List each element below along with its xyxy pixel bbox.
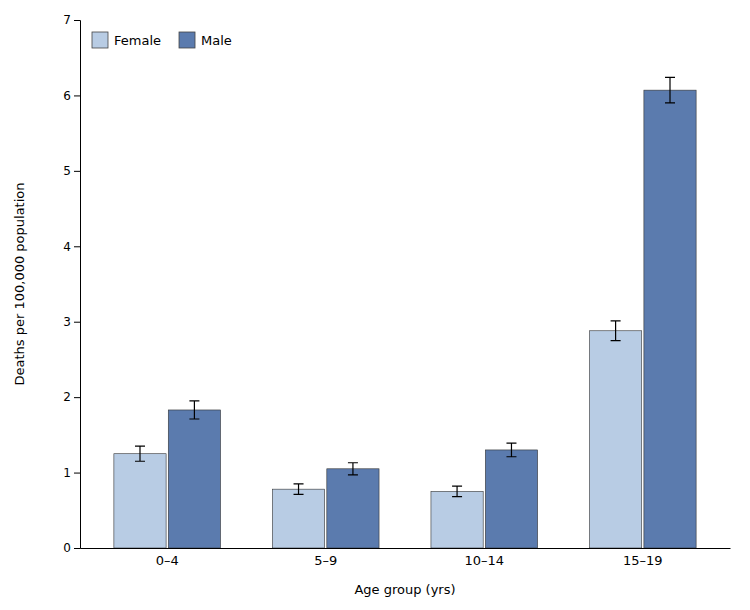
- y-tick-mark: [74, 548, 80, 549]
- x-axis-line: [81, 548, 731, 549]
- y-tick-mark: [74, 246, 80, 247]
- y-tick-mark: [74, 473, 80, 474]
- legend-swatch: [92, 32, 108, 48]
- legend-item: Male: [179, 32, 232, 48]
- y-axis-title: Deaths per 100,000 population: [12, 182, 27, 385]
- x-axis: 0–4 5–9 10–14 15–19: [81, 549, 731, 569]
- y-tick-mark: [74, 397, 80, 398]
- y-axis: 0 1 2 3 4 5 6 7: [63, 13, 80, 555]
- y-tick-mark: [74, 20, 80, 21]
- error-bar: [189, 401, 199, 419]
- bar: [589, 331, 641, 548]
- error-bar: [452, 486, 462, 497]
- y-tick-label: 5: [63, 164, 71, 178]
- y-tick: 0: [63, 541, 80, 555]
- y-tick-label: 3: [63, 315, 71, 329]
- plot-area: [114, 77, 696, 548]
- y-tick-mark: [74, 171, 80, 172]
- x-axis-title: Age group (yrs): [354, 582, 455, 597]
- y-tick: 5: [63, 164, 80, 178]
- y-tick: 2: [63, 390, 80, 404]
- legend-item: Female: [92, 32, 161, 48]
- y-tick: 7: [63, 13, 80, 27]
- bar: [644, 90, 696, 548]
- y-tick: 3: [63, 315, 80, 329]
- x-tick: 10–14: [464, 553, 504, 568]
- error-bar: [348, 463, 358, 475]
- error-bar: [506, 443, 516, 457]
- y-tick: 1: [63, 466, 80, 480]
- bar: [272, 489, 324, 548]
- y-tick-label: 6: [63, 89, 71, 103]
- x-tick: 5–9: [314, 553, 337, 568]
- chart: 0 1 2 3 4 5 6 7 0–4 5–9 10–14 15–19 Age group (yrs) D…: [0, 0, 750, 610]
- x-tick: 15–19: [623, 553, 663, 568]
- y-tick-mark: [74, 95, 80, 96]
- legend-swatch: [179, 32, 195, 48]
- x-tick: 0–4: [156, 553, 179, 568]
- y-axis-line: [74, 21, 81, 549]
- x-tick-label: 10–14: [464, 553, 504, 568]
- y-tick-label: 0: [63, 541, 71, 555]
- y-tick-mark: [74, 322, 80, 323]
- y-tick-label: 1: [63, 466, 71, 480]
- bar: [114, 454, 166, 548]
- y-tick: 6: [63, 89, 80, 103]
- x-tick-label: 5–9: [314, 553, 337, 568]
- error-bar: [294, 484, 304, 495]
- bar: [431, 491, 483, 548]
- bar-series: [114, 331, 642, 548]
- bar: [327, 469, 379, 548]
- error-bar: [665, 77, 675, 103]
- x-tick-label: 15–19: [623, 553, 663, 568]
- error-bar: [135, 446, 145, 461]
- bar: [168, 410, 220, 548]
- legend-label: Male: [201, 33, 232, 48]
- error-bar: [611, 321, 621, 341]
- error-bars: [189, 77, 675, 475]
- bar-series: [168, 90, 696, 548]
- legend-label: Female: [114, 33, 161, 48]
- y-tick: 4: [63, 240, 80, 254]
- y-tick-label: 2: [63, 390, 71, 404]
- bar: [485, 450, 537, 548]
- x-tick-label: 0–4: [156, 553, 179, 568]
- legend: Female Male: [92, 32, 232, 48]
- y-tick-label: 4: [63, 240, 71, 254]
- y-tick-label: 7: [63, 13, 71, 27]
